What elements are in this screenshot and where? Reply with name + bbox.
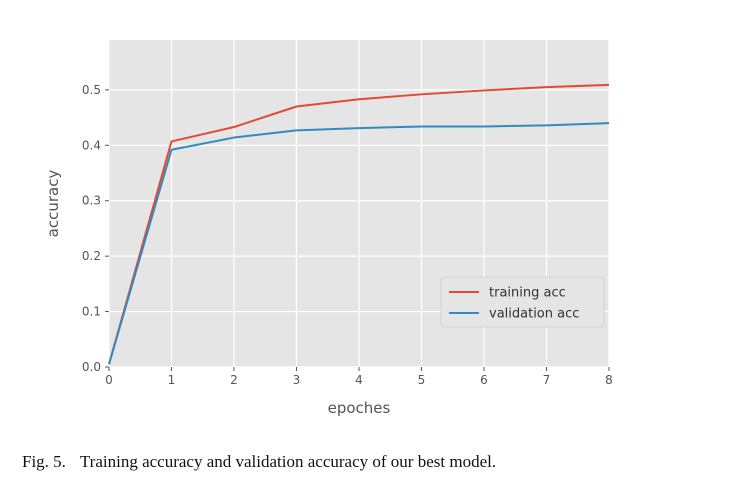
series-line-training <box>108 83 610 365</box>
x-tick-label: 2 <box>230 373 238 387</box>
legend-label: validation acc <box>489 307 579 322</box>
y-tick-label: 0.5 <box>82 83 101 97</box>
y-tick-label: 0.1 <box>82 305 101 319</box>
series-group <box>108 83 610 365</box>
x-tick-label: 3 <box>293 373 301 387</box>
y-axis: 0.0 0.1 0.2 0.3 0.4 0.5 <box>82 83 109 374</box>
y-tick-label: 0.2 <box>82 249 101 263</box>
figure-caption: Fig. 5. Training accuracy and validation… <box>22 452 722 472</box>
x-tick-label: 6 <box>480 373 488 387</box>
y-tick-label: 0.3 <box>82 194 101 208</box>
x-tick-label: 0 <box>105 373 113 387</box>
legend: training acc validation acc <box>440 276 605 328</box>
x-tick-label: 7 <box>543 373 551 387</box>
x-tick-label: 8 <box>605 373 613 387</box>
x-tick-label: 5 <box>418 373 426 387</box>
legend-label: training acc <box>489 286 566 301</box>
y-tick-label: 0.0 <box>82 360 101 374</box>
x-tick-label: 1 <box>168 373 176 387</box>
x-axis-title: epoches <box>328 399 391 417</box>
series-line-validation <box>108 122 610 365</box>
y-tick-label: 0.4 <box>82 138 101 152</box>
x-axis: 0 1 2 3 4 5 6 7 8 <box>105 367 613 387</box>
legend-box <box>440 276 605 328</box>
x-tick-label: 4 <box>355 373 363 387</box>
caption-label: Fig. 5. <box>22 452 66 471</box>
caption-text: Training accuracy and validation accurac… <box>79 452 497 471</box>
chart: 0 1 2 3 4 5 6 7 8 0.0 0.1 0.2 0.3 0.4 0.5 epoches acc… <box>44 40 613 417</box>
y-axis-title: accuracy <box>44 170 62 238</box>
